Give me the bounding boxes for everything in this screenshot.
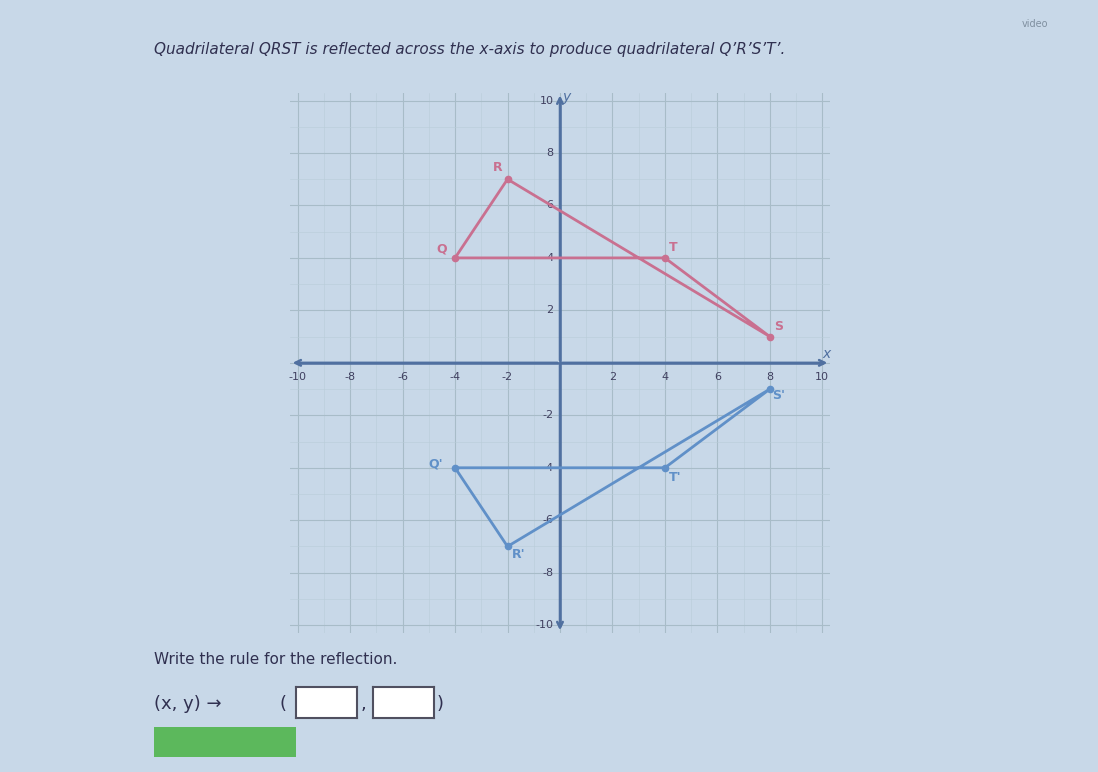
Text: -10: -10 (536, 620, 553, 630)
Text: 2: 2 (609, 372, 616, 382)
Text: Write the rule for the reflection.: Write the rule for the reflection. (154, 652, 397, 667)
Text: x: x (822, 347, 830, 361)
Text: 4: 4 (547, 253, 553, 263)
Text: -4: -4 (542, 462, 553, 472)
Text: ,: , (360, 695, 366, 713)
Text: -2: -2 (502, 372, 513, 382)
Text: (: ( (280, 695, 287, 713)
Text: T: T (669, 241, 677, 254)
Text: -6: -6 (397, 372, 408, 382)
Text: -4: -4 (449, 372, 460, 382)
Text: 8: 8 (766, 372, 773, 382)
Text: 10: 10 (539, 96, 553, 106)
Text: ): ) (437, 695, 444, 713)
Text: -10: -10 (289, 372, 306, 382)
Text: Q': Q' (429, 457, 444, 470)
Text: Quadrilateral QRST is reflected across the x-axis to produce quadrilateral Q’R’S: Quadrilateral QRST is reflected across t… (154, 42, 785, 57)
Text: R': R' (512, 548, 525, 561)
Text: Q: Q (437, 242, 447, 256)
Text: 8: 8 (547, 148, 553, 158)
Text: video: video (1022, 19, 1049, 29)
Text: y: y (562, 90, 571, 103)
Text: T': T' (669, 470, 682, 483)
Text: 10: 10 (816, 372, 829, 382)
Text: 2: 2 (547, 306, 553, 316)
Text: -8: -8 (542, 567, 553, 577)
Text: 6: 6 (714, 372, 721, 382)
Text: -6: -6 (542, 515, 553, 525)
Text: R: R (493, 161, 503, 174)
Text: 4: 4 (661, 372, 669, 382)
Text: S': S' (773, 389, 785, 402)
Text: 6: 6 (547, 201, 553, 211)
Text: -2: -2 (542, 410, 553, 420)
Text: S: S (774, 320, 783, 333)
Text: (x, y) →: (x, y) → (154, 695, 222, 713)
Text: -8: -8 (345, 372, 356, 382)
